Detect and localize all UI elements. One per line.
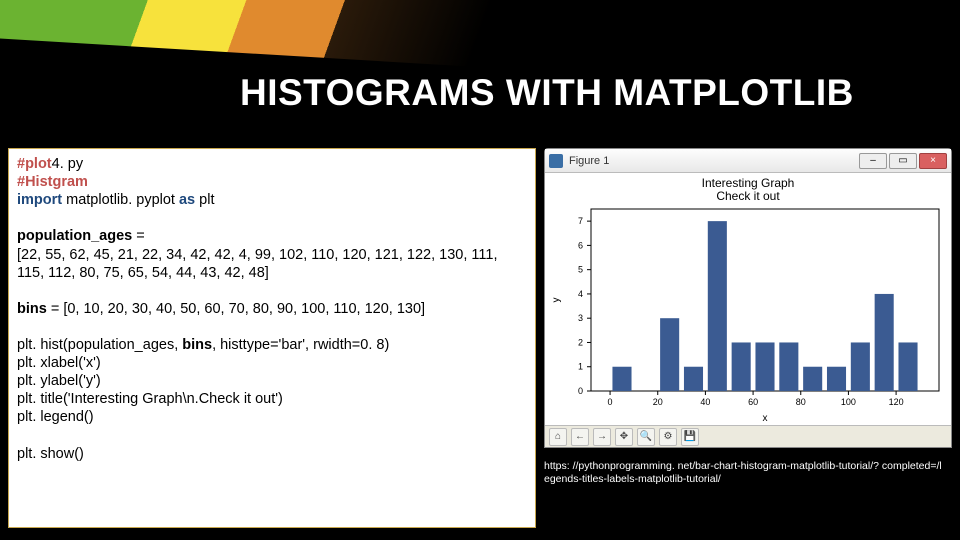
title-accent: HISTOGRAMS	[240, 72, 495, 113]
svg-text:5: 5	[578, 265, 583, 275]
code-text: plt. ylabel('y')	[17, 373, 101, 389]
svg-text:2: 2	[578, 338, 583, 348]
pan-icon[interactable]: ✥	[615, 428, 633, 446]
chart-title-line1: Interesting Graph	[702, 176, 795, 190]
source-url: https: //pythonprogramming. net/bar-char…	[544, 460, 944, 485]
minimize-button[interactable]: –	[859, 153, 887, 169]
zoom-icon[interactable]: 🔍	[637, 428, 655, 446]
close-button[interactable]: ×	[919, 153, 947, 169]
code-keyword: as	[179, 192, 199, 208]
home-icon[interactable]: ⌂	[549, 428, 567, 446]
histogram-chart: 0 1 2 3 4 5 6 7 0 20 40 60 80 100 120 x y	[545, 203, 953, 425]
code-text: #plot	[17, 156, 52, 172]
matplotlib-figure-window: Figure 1 – ▭ × Interesting Graph Check i…	[544, 148, 952, 448]
svg-text:60: 60	[748, 397, 758, 407]
plot-canvas: Interesting Graph Check it out 012345670…	[545, 173, 951, 425]
window-title: Figure 1	[569, 155, 857, 167]
svg-text:0: 0	[608, 397, 613, 407]
matplotlib-toolbar: ⌂ ← → ✥ 🔍 ⚙ 💾	[545, 425, 951, 447]
code-text: ('Interesting Graph\n.Check it out')	[63, 391, 283, 407]
chart-title: Interesting Graph Check it out	[545, 173, 951, 203]
code-text: plt. legend()	[17, 409, 94, 425]
code-text: matplotlib. pyplot	[66, 192, 179, 208]
slide-title: HISTOGRAMS WITH MATPLOTLIB	[240, 72, 950, 114]
svg-text:1: 1	[578, 362, 583, 372]
code-text: #Histgram	[17, 174, 88, 190]
svg-text:80: 80	[796, 397, 806, 407]
code-text: plt. hist(population_ages,	[17, 337, 182, 353]
code-text: =	[132, 228, 145, 244]
code-var: population_ages	[17, 228, 132, 244]
svg-text:3: 3	[578, 314, 583, 324]
code-text: plt. xlabel('x')	[17, 355, 101, 371]
maximize-button[interactable]: ▭	[889, 153, 917, 169]
code-text: , histtype='bar', rwidth=0. 8)	[212, 337, 389, 353]
chart-title-line2: Check it out	[716, 189, 779, 203]
code-block: #plot4. py #Histgram import matplotlib. …	[8, 148, 536, 528]
svg-text:120: 120	[889, 397, 904, 407]
svg-text:40: 40	[700, 397, 710, 407]
svg-text:0: 0	[578, 386, 583, 396]
svg-text:7: 7	[578, 217, 583, 227]
title-rest: WITH MATPLOTLIB	[495, 72, 854, 113]
decorative-header-stripe	[0, 0, 960, 70]
code-text: [22, 55, 62, 45, 21, 22, 34, 42, 42, 4, …	[17, 247, 498, 281]
window-icon	[549, 154, 563, 168]
forward-icon[interactable]: →	[593, 428, 611, 446]
code-text: plt. title	[17, 391, 63, 407]
save-icon[interactable]: 💾	[681, 428, 699, 446]
code-text: = [0, 10, 20, 30, 40, 50, 60, 70, 80, 90…	[47, 301, 425, 317]
code-var: bins	[182, 337, 212, 353]
svg-text:100: 100	[841, 397, 856, 407]
svg-text:4: 4	[578, 289, 583, 299]
configure-icon[interactable]: ⚙	[659, 428, 677, 446]
svg-text:20: 20	[653, 397, 663, 407]
code-var: bins	[17, 301, 47, 317]
code-text: plt	[199, 192, 214, 208]
svg-text:y: y	[551, 298, 562, 303]
window-titlebar: Figure 1 – ▭ ×	[545, 149, 951, 173]
code-text: 4. py	[52, 156, 83, 172]
back-icon[interactable]: ←	[571, 428, 589, 446]
code-keyword: import	[17, 192, 66, 208]
svg-text:x: x	[763, 413, 768, 424]
code-text: plt. show()	[17, 446, 84, 462]
svg-text:6: 6	[578, 241, 583, 251]
